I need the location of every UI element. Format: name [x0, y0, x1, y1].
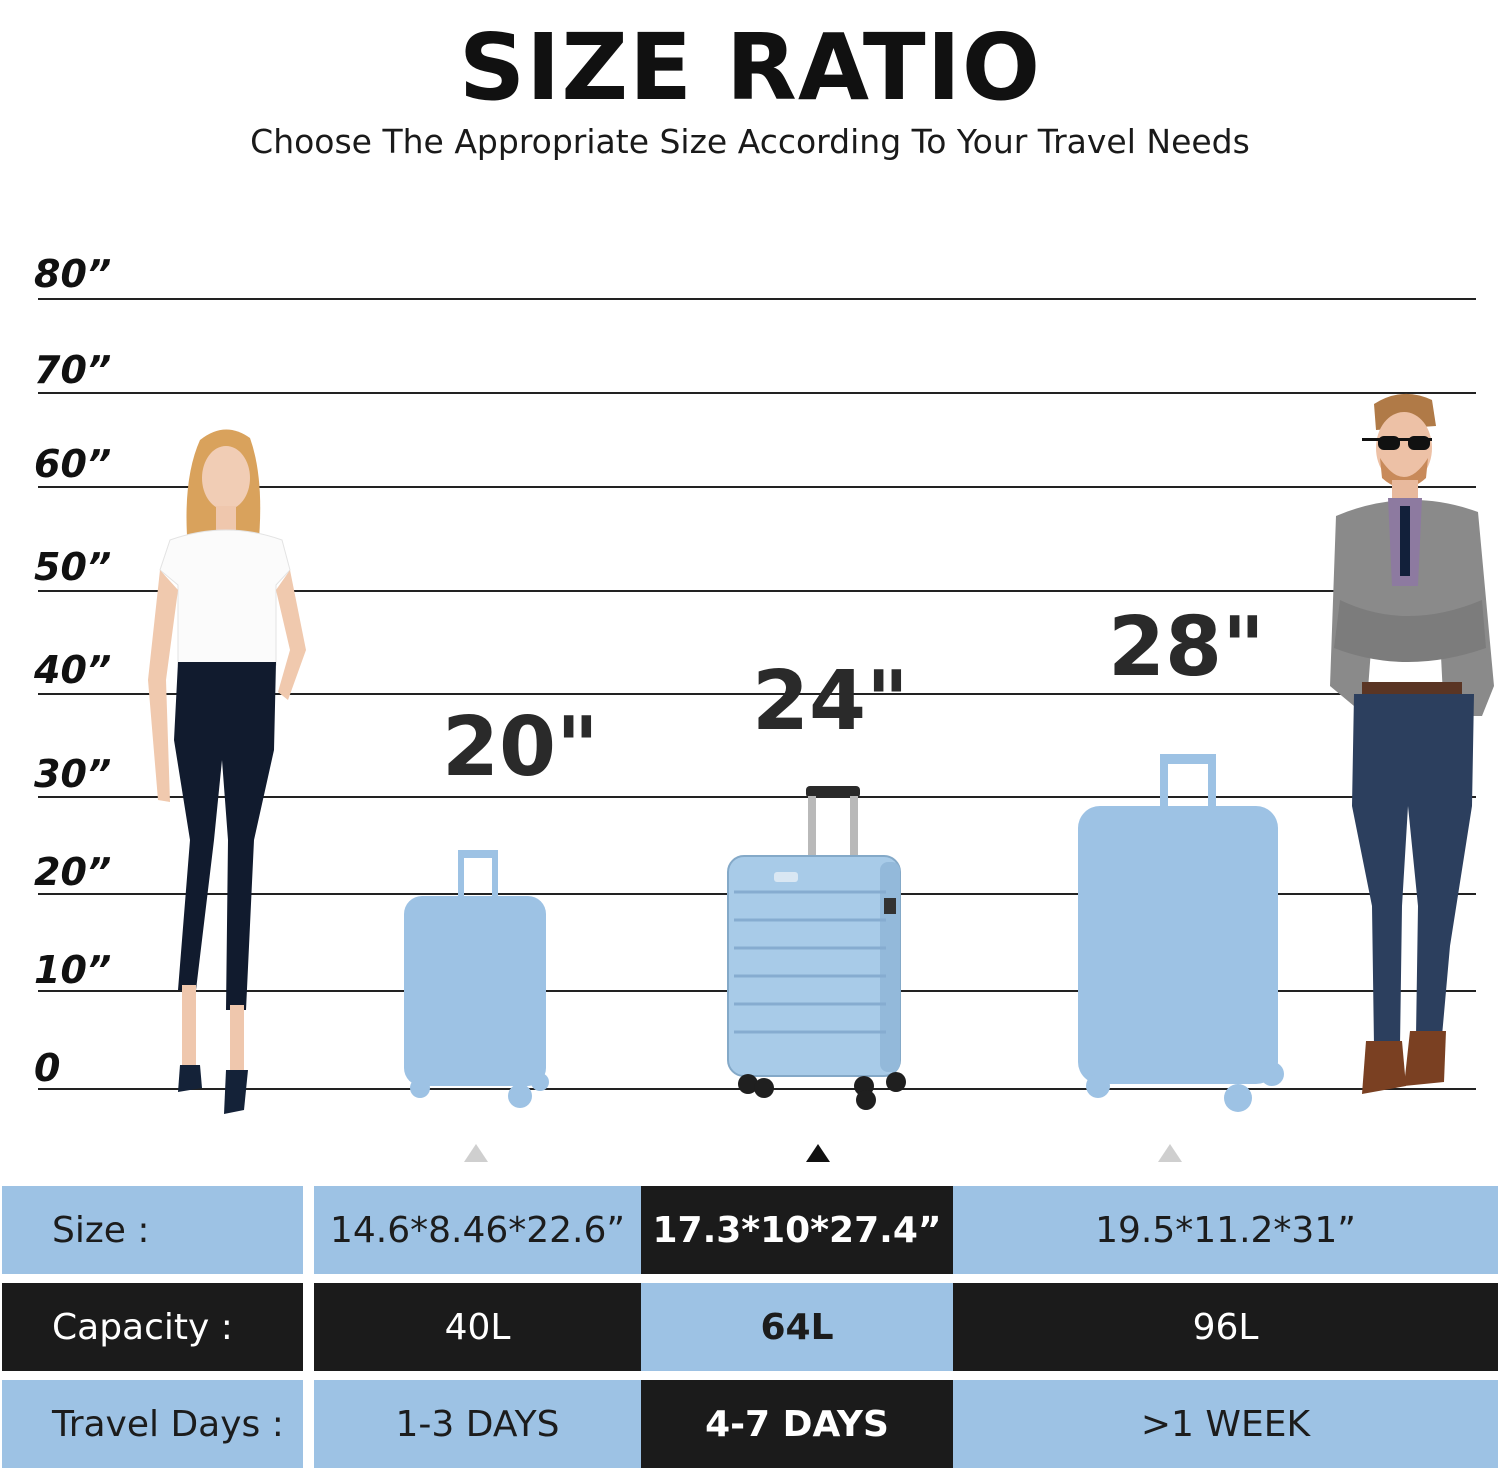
row-label-travel-days: Travel Days : — [2, 1380, 303, 1468]
marker-28 — [1158, 1144, 1182, 1162]
size-28-value: 19.5*11.2*31” — [953, 1186, 1498, 1274]
travel-days-20-value: 1-3 DAYS — [314, 1380, 641, 1468]
table-row-travel-days: Travel Days : 1-3 DAYS 4-7 DAYS >1 WEEK — [0, 1380, 1500, 1468]
scale-line-60 — [38, 486, 1476, 488]
size-label-24: 24" — [752, 654, 909, 749]
marker-24 — [806, 1144, 830, 1162]
scale-line-50 — [38, 590, 1476, 592]
scale-label-70: 70” — [34, 348, 112, 392]
man-figure — [1330, 393, 1494, 1094]
scale-label-30: 30” — [34, 752, 112, 796]
scale-label-40: 40” — [34, 648, 112, 692]
scale-line-40 — [38, 693, 1476, 695]
scale-label-20: 20” — [34, 850, 112, 894]
capacity-24-value: 64L — [641, 1283, 953, 1371]
size-label-20: 20" — [442, 700, 599, 795]
page-subtitle: Choose The Appropriate Size According To… — [250, 122, 1250, 161]
size-label-28: 28" — [1108, 600, 1265, 695]
suitcase-24 — [727, 786, 906, 1110]
row-label-size: Size : — [2, 1186, 303, 1274]
scale-line-80 — [38, 298, 1476, 300]
scale-line-70 — [38, 392, 1476, 394]
scale-label-80: 80” — [34, 252, 112, 296]
table-row-size: Size : 14.6*8.46*22.6” 17.3*10*27.4” 19.… — [0, 1186, 1500, 1274]
page-title: SIZE RATIO — [458, 14, 1042, 121]
travel-days-24-value: 4-7 DAYS — [641, 1380, 953, 1468]
suitcase-20 — [404, 850, 549, 1108]
capacity-28-value: 96L — [953, 1283, 1498, 1371]
scale-label-50: 50” — [34, 545, 112, 589]
scale-label-0: 0 — [34, 1046, 61, 1090]
row-label-capacity: Capacity : — [2, 1283, 303, 1371]
size-24-value: 17.3*10*27.4” — [641, 1186, 953, 1274]
marker-20 — [464, 1144, 488, 1162]
size-20-value: 14.6*8.46*22.6” — [314, 1186, 641, 1274]
table-row-capacity: Capacity : 40L 64L 96L — [0, 1283, 1500, 1371]
travel-days-28-value: >1 WEEK — [953, 1380, 1498, 1468]
suitcase-28 — [1078, 754, 1284, 1112]
capacity-20-value: 40L — [314, 1283, 641, 1371]
scale-label-10: 10” — [34, 948, 112, 992]
scale-label-60: 60” — [34, 442, 112, 486]
scale-line-30 — [38, 796, 1476, 798]
woman-figure — [148, 429, 306, 1114]
